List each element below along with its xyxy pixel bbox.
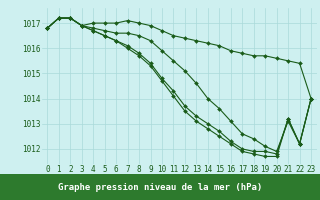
Text: Graphe pression niveau de la mer (hPa): Graphe pression niveau de la mer (hPa) <box>58 182 262 192</box>
